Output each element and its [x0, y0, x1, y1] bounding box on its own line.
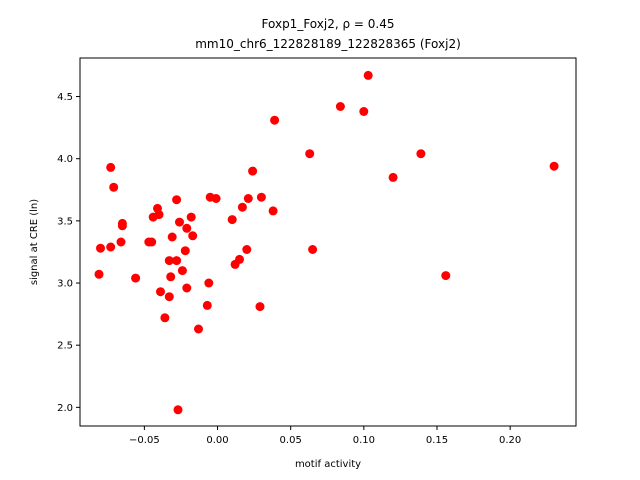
data-point — [116, 237, 126, 247]
y-tick-label: 4.5 — [57, 92, 73, 103]
data-points — [94, 70, 559, 415]
data-point — [248, 166, 258, 176]
data-point — [106, 162, 116, 172]
y-axis-label: signal at CRE (ln) — [29, 199, 40, 285]
data-point — [305, 149, 315, 159]
x-tick-label: 0.15 — [426, 435, 448, 446]
data-point — [96, 243, 105, 253]
data-point — [416, 149, 426, 159]
data-point — [363, 70, 373, 80]
data-point — [549, 161, 559, 171]
data-point — [237, 202, 247, 212]
data-point — [359, 107, 369, 116]
data-point — [194, 324, 203, 334]
data-point — [175, 217, 184, 227]
data-point — [308, 245, 318, 254]
data-point — [202, 300, 212, 310]
y-tick-label: 3.0 — [57, 279, 73, 290]
data-point — [106, 242, 116, 252]
data-point — [166, 272, 176, 282]
data-point — [117, 221, 127, 231]
data-point — [147, 237, 157, 247]
data-point — [154, 210, 164, 220]
x-axis-ticks: −0.05 0.00 0.05 0.10 0.15 0.20 — [129, 426, 521, 446]
data-point — [164, 256, 174, 266]
plot-frame — [79, 57, 577, 427]
data-point — [235, 254, 244, 264]
data-point — [335, 102, 345, 111]
data-point — [172, 256, 182, 266]
data-point — [186, 212, 196, 222]
data-point — [172, 195, 182, 205]
y-axis-ticks: 2.0 2.5 3.0 3.5 4.0 4.5 — [57, 92, 80, 414]
data-point — [242, 245, 252, 254]
data-point — [109, 182, 119, 192]
data-point — [164, 292, 174, 302]
data-point — [255, 302, 265, 312]
data-point — [441, 271, 451, 281]
x-tick-label: 0.20 — [499, 435, 521, 446]
x-axis-label: motif activity — [295, 459, 361, 470]
y-tick-label: 3.5 — [57, 216, 73, 227]
x-tick-label: 0.10 — [353, 435, 375, 446]
data-point — [173, 405, 183, 415]
y-tick-label: 4.0 — [57, 154, 73, 165]
data-point — [211, 194, 221, 203]
chart-title-line1: Foxp1_Foxj2, ρ = 0.45 — [262, 17, 395, 31]
data-point — [256, 192, 266, 202]
data-point — [94, 269, 104, 279]
data-point — [227, 215, 237, 225]
y-tick-label: 2.5 — [57, 341, 73, 352]
data-point — [167, 232, 177, 242]
data-point — [270, 115, 280, 125]
data-point — [188, 231, 198, 241]
data-point — [156, 287, 165, 297]
chart-title-line2: mm10_chr6_122828189_122828365 (Foxj2) — [195, 37, 461, 51]
data-point — [180, 246, 190, 256]
x-tick-label: 0.05 — [280, 435, 302, 446]
data-point — [182, 223, 192, 233]
y-tick-label: 2.0 — [57, 403, 73, 414]
x-tick-label: −0.05 — [129, 435, 160, 446]
data-point — [160, 313, 170, 323]
data-point — [388, 172, 398, 182]
data-point — [182, 283, 192, 293]
data-point — [204, 278, 214, 288]
data-point — [131, 273, 141, 283]
data-point — [243, 194, 253, 203]
data-point — [268, 206, 278, 216]
data-point — [177, 266, 187, 276]
x-tick-label: 0.00 — [206, 435, 228, 446]
